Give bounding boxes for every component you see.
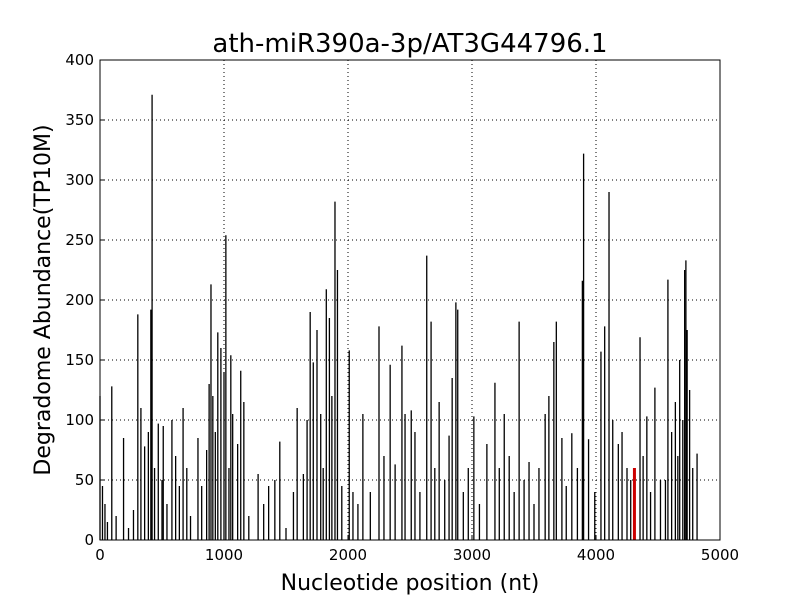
chart-title: ath-miR390a-3p/AT3G44796.1: [212, 29, 607, 59]
x-tick-label: 1000: [205, 546, 243, 564]
x-tick-label: 5000: [701, 546, 739, 564]
y-tick-label: 0: [84, 531, 94, 549]
y-tick-label: 100: [65, 411, 94, 429]
y-tick-label: 200: [65, 291, 94, 309]
x-tick-label: 0: [95, 546, 105, 564]
y-tick-label: 300: [65, 171, 94, 189]
x-tick-label: 3000: [453, 546, 491, 564]
y-tick-label: 350: [65, 111, 94, 129]
x-axis-label: Nucleotide position (nt): [281, 571, 540, 596]
x-tick-label: 4000: [577, 546, 615, 564]
y-axis-label: Degradome Abundance(TP10M): [31, 124, 56, 475]
y-tick-label: 150: [65, 351, 94, 369]
y-tick-label: 250: [65, 231, 94, 249]
y-tick-label: 50: [75, 471, 94, 489]
plot-frame: [99, 59, 721, 541]
y-tick-label: 400: [65, 51, 94, 69]
x-tick-label: 2000: [329, 546, 367, 564]
